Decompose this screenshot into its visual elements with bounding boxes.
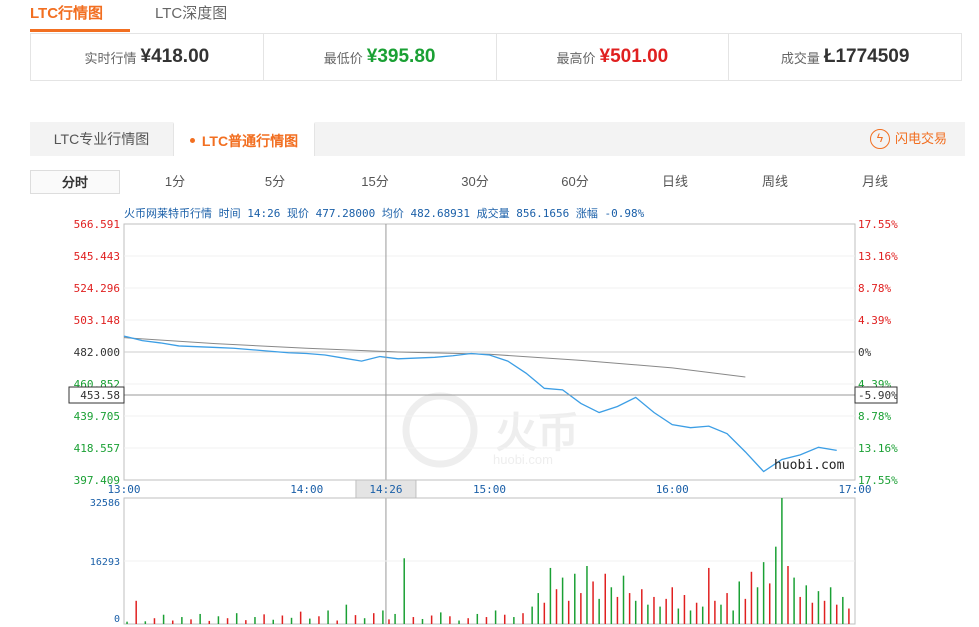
y-tick-label-right: 17.55% bbox=[858, 218, 898, 231]
y-tick-label-right: 8.78% bbox=[858, 282, 891, 295]
y-tick-label-left: 418.557 bbox=[74, 442, 120, 455]
stat-realtime: 实时行情 ¥418.00 bbox=[31, 34, 264, 80]
lightning-icon: ϟ bbox=[869, 128, 890, 149]
chart-header: 火币网莱特币行情 时间 14:26 现价 477.28000 均价 482.68… bbox=[124, 206, 645, 220]
top-tabs: LTC行情图 LTC深度图 bbox=[0, 0, 979, 32]
crosshair-change-box bbox=[854, 386, 898, 404]
period-daily[interactable]: 日线 bbox=[661, 174, 688, 189]
stat-high-value: ¥501.00 bbox=[599, 46, 669, 67]
huobi-watermark: 火币 huobi.com bbox=[402, 392, 579, 468]
tab-ltc-pro-chart[interactable]: LTC专业行情图 bbox=[53, 131, 150, 147]
price-line bbox=[123, 335, 837, 473]
period-30min[interactable]: 30分 bbox=[461, 174, 489, 189]
period-5min[interactable]: 5分 bbox=[264, 174, 286, 189]
crosshair-change-label: -5.90% bbox=[858, 389, 898, 402]
period-15min[interactable]: 15分 bbox=[361, 174, 389, 189]
volume-tick-label: 32586 bbox=[90, 498, 120, 509]
y-tick-label-left: 545.443 bbox=[74, 250, 120, 263]
flash-trade-label: 闪电交易 bbox=[894, 131, 947, 146]
period-60min[interactable]: 60分 bbox=[561, 174, 589, 189]
tab-ltc-depth-chart[interactable]: LTC深度图 bbox=[155, 5, 228, 22]
y-tick-label-left: 482.000 bbox=[74, 346, 120, 359]
huobi-logo-icon bbox=[402, 392, 478, 468]
volume-tick-label: 16293 bbox=[90, 557, 120, 568]
crosshair-price-label: 453.58 bbox=[80, 389, 120, 402]
flash-trade-link[interactable]: ϟ 闪电交易 bbox=[869, 122, 947, 156]
volume-tick-label: 0 bbox=[114, 614, 120, 625]
tab-ltc-normal-chart[interactable]: LTC普通行情图 bbox=[173, 122, 315, 156]
price-stats-bar: 实时行情 ¥418.00 最低价 ¥395.80 最高价 ¥501.00 成交量… bbox=[30, 33, 962, 81]
stat-low-value: ¥395.80 bbox=[366, 46, 436, 67]
y-tick-label-right: 4.39% bbox=[858, 314, 891, 327]
stat-realtime-label: 实时行情 bbox=[84, 50, 137, 66]
y-tick-label-left: 439.705 bbox=[74, 410, 120, 423]
period-monthly[interactable]: 月线 bbox=[861, 174, 888, 189]
x-tick-label: 13:00 bbox=[107, 483, 140, 496]
watermark-small-text: huobi.com bbox=[493, 452, 553, 467]
x-tick-label: 15:00 bbox=[473, 483, 506, 496]
stat-low: 最低价 ¥395.80 bbox=[264, 34, 497, 80]
average-price-line bbox=[123, 337, 746, 378]
x-tick-label: 14:00 bbox=[290, 483, 323, 496]
x-tick-label: 16:00 bbox=[656, 483, 689, 496]
price-chart[interactable]: 火币网莱特币行情 时间 14:26 现价 477.28000 均价 482.68… bbox=[0, 200, 979, 627]
y-tick-label-left: 524.296 bbox=[74, 282, 120, 295]
y-tick-label-right: 17.55% bbox=[858, 474, 898, 487]
crosshair-time-label: 14:26 bbox=[369, 483, 402, 496]
y-tick-label-left: 503.148 bbox=[74, 314, 120, 327]
period-timeshare[interactable]: 分时 bbox=[30, 170, 120, 194]
stat-high: 最高价 ¥501.00 bbox=[497, 34, 730, 80]
active-tab-underline bbox=[30, 29, 130, 32]
stat-volume-label: 成交量 bbox=[780, 50, 820, 66]
y-tick-label-left: 566.591 bbox=[74, 218, 120, 231]
active-dot-icon bbox=[189, 137, 195, 143]
period-selector: 分时 1分 5分 15分 30分 60分 日线 周线 月线 bbox=[30, 170, 965, 196]
y-tick-label-right: 0% bbox=[858, 346, 872, 359]
tab-ltc-market-chart[interactable]: LTC行情图 bbox=[30, 5, 104, 22]
y-tick-label-right: 13.16% bbox=[858, 250, 898, 263]
period-1min[interactable]: 1分 bbox=[164, 174, 186, 189]
stat-high-label: 最高价 bbox=[556, 50, 596, 66]
stat-low-label: 最低价 bbox=[323, 50, 363, 66]
stat-volume-value: Ł1774509 bbox=[823, 46, 910, 67]
stat-realtime-value: ¥418.00 bbox=[140, 46, 210, 67]
crosshair-price-box bbox=[68, 386, 125, 404]
y-tick-label-right: 13.16% bbox=[858, 442, 898, 455]
tab-ltc-normal-chart-label: LTC普通行情图 bbox=[201, 133, 299, 149]
y-tick-label-left: 397.409 bbox=[74, 474, 120, 487]
x-tick-label: 17:00 bbox=[838, 483, 871, 496]
stat-volume: 成交量 Ł1774509 bbox=[729, 34, 961, 80]
y-tick-label-right: 8.78% bbox=[858, 410, 891, 423]
period-weekly[interactable]: 周线 bbox=[761, 174, 788, 189]
chart-type-tabs: LTC专业行情图 LTC普通行情图 ϟ 闪电交易 bbox=[30, 122, 965, 156]
huobi-site-label: huobi.com bbox=[774, 458, 845, 473]
